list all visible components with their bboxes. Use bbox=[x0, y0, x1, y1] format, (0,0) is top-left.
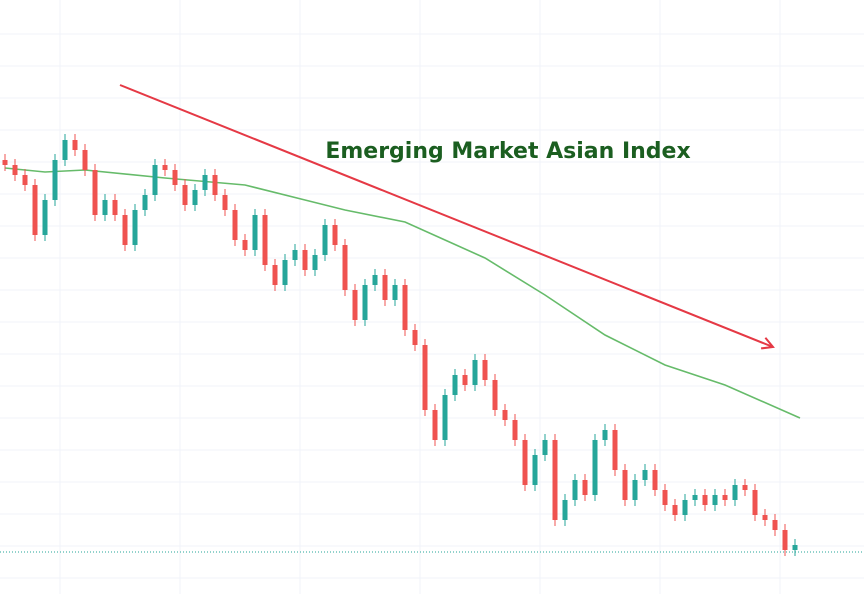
candle-body bbox=[32, 185, 38, 235]
candle-body bbox=[632, 480, 638, 500]
annotation: Emerging Market Asian Index bbox=[325, 139, 690, 164]
candle-body bbox=[412, 330, 418, 345]
candle-body bbox=[652, 470, 658, 490]
candle-body bbox=[422, 345, 428, 410]
candle-body bbox=[782, 530, 788, 550]
candle-body bbox=[282, 260, 288, 285]
candle-body bbox=[342, 245, 348, 290]
candle-body bbox=[132, 210, 138, 245]
candle-body bbox=[102, 200, 108, 215]
candle-body bbox=[722, 495, 728, 500]
candle-body bbox=[212, 175, 218, 195]
candle-body bbox=[42, 200, 48, 235]
candle-body bbox=[2, 160, 8, 165]
candle-body bbox=[72, 140, 78, 150]
candle-body bbox=[22, 175, 28, 185]
candle-body bbox=[662, 490, 668, 505]
candle-body bbox=[402, 285, 408, 330]
candle-body bbox=[582, 480, 588, 495]
candle-body bbox=[262, 215, 268, 265]
candle-body bbox=[192, 190, 198, 205]
candle-body bbox=[502, 410, 508, 420]
candle-body bbox=[222, 195, 228, 210]
candle-body bbox=[682, 500, 688, 515]
candle-body bbox=[762, 515, 768, 520]
candle-body bbox=[452, 375, 458, 395]
candle-body bbox=[302, 250, 308, 270]
candle-body bbox=[672, 505, 678, 515]
candle-body bbox=[62, 140, 68, 160]
candle-body bbox=[312, 255, 318, 270]
candle-body bbox=[112, 200, 118, 215]
candle-body bbox=[272, 265, 278, 285]
candle-body bbox=[482, 360, 488, 380]
candle-body bbox=[122, 215, 128, 245]
candle-body bbox=[562, 500, 568, 520]
candle-body bbox=[702, 495, 708, 505]
candle-body bbox=[92, 170, 98, 215]
candle-body bbox=[742, 485, 748, 490]
trend-arrow bbox=[119, 84, 774, 348]
candle-body bbox=[202, 175, 208, 190]
candle-body bbox=[592, 440, 598, 495]
candle-body bbox=[152, 165, 158, 195]
candle-body bbox=[602, 430, 608, 440]
candle-body bbox=[472, 360, 478, 385]
candle-body bbox=[512, 420, 518, 440]
candle-body bbox=[732, 485, 738, 500]
candle-body bbox=[172, 170, 178, 185]
candle-body bbox=[432, 410, 438, 440]
candle-body bbox=[552, 440, 558, 520]
candle-body bbox=[692, 495, 698, 500]
candle-body bbox=[242, 240, 248, 250]
candle-body bbox=[142, 195, 148, 210]
candle-body bbox=[372, 275, 378, 285]
candle-body bbox=[462, 375, 468, 385]
candle-body bbox=[572, 480, 578, 500]
candle-body bbox=[362, 285, 368, 320]
candle-body bbox=[712, 495, 718, 505]
candle-body bbox=[82, 150, 88, 170]
candle-body bbox=[232, 210, 238, 240]
candle-body bbox=[542, 440, 548, 455]
candle-body bbox=[352, 290, 358, 320]
candle-body bbox=[252, 215, 258, 250]
candle-body bbox=[322, 225, 328, 255]
candle-body bbox=[52, 160, 58, 200]
candle-body bbox=[442, 395, 448, 440]
candle-body bbox=[292, 250, 298, 260]
candle-body bbox=[12, 165, 18, 175]
candle-body bbox=[532, 455, 538, 485]
candle-body bbox=[182, 185, 188, 205]
moving-average bbox=[4, 167, 801, 419]
candle-body bbox=[752, 490, 758, 515]
candle-body bbox=[622, 470, 628, 500]
candle-body bbox=[642, 470, 648, 480]
candle-body bbox=[162, 165, 168, 170]
candle-body bbox=[792, 545, 798, 550]
candle-body bbox=[522, 440, 528, 485]
trend-arrow-head bbox=[760, 337, 775, 350]
candle-body bbox=[392, 285, 398, 300]
candle-body bbox=[492, 380, 498, 410]
candle-body bbox=[612, 430, 618, 470]
candle-body bbox=[332, 225, 338, 245]
candle-body bbox=[772, 520, 778, 530]
candle-body bbox=[382, 275, 388, 300]
